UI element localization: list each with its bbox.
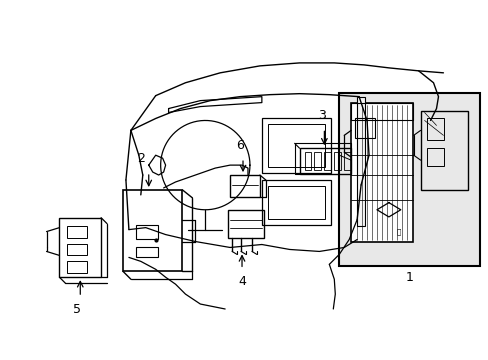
Bar [314, 152, 321, 170]
Bar [67, 243, 87, 255]
Bar [354, 118, 374, 138]
Bar [67, 261, 87, 273]
Bar [262, 118, 331, 173]
Bar [356, 96, 365, 226]
Bar [420, 111, 468, 190]
Bar [136, 225, 157, 239]
Text: 4: 4 [238, 275, 245, 288]
Bar [339, 93, 479, 266]
Bar [344, 152, 350, 170]
Bar [304, 152, 311, 170]
Bar [334, 152, 341, 170]
Text: ⚿: ⚿ [396, 228, 400, 235]
Bar [136, 247, 157, 257]
Bar [350, 103, 412, 121]
Bar [267, 125, 325, 167]
Bar [60, 218, 101, 277]
Bar [426, 148, 444, 166]
Bar [267, 186, 325, 219]
Bar [230, 175, 259, 197]
Bar [299, 148, 350, 174]
Text: 6: 6 [236, 139, 244, 152]
Text: 5: 5 [73, 303, 81, 316]
Bar [67, 226, 87, 238]
Text: 1: 1 [405, 271, 413, 284]
Bar [122, 190, 182, 271]
Bar [324, 152, 331, 170]
Bar [350, 103, 412, 242]
Text: 3: 3 [318, 109, 325, 122]
Bar [262, 180, 331, 225]
Bar [228, 210, 264, 238]
Text: 2: 2 [137, 152, 144, 165]
Bar [426, 118, 444, 140]
